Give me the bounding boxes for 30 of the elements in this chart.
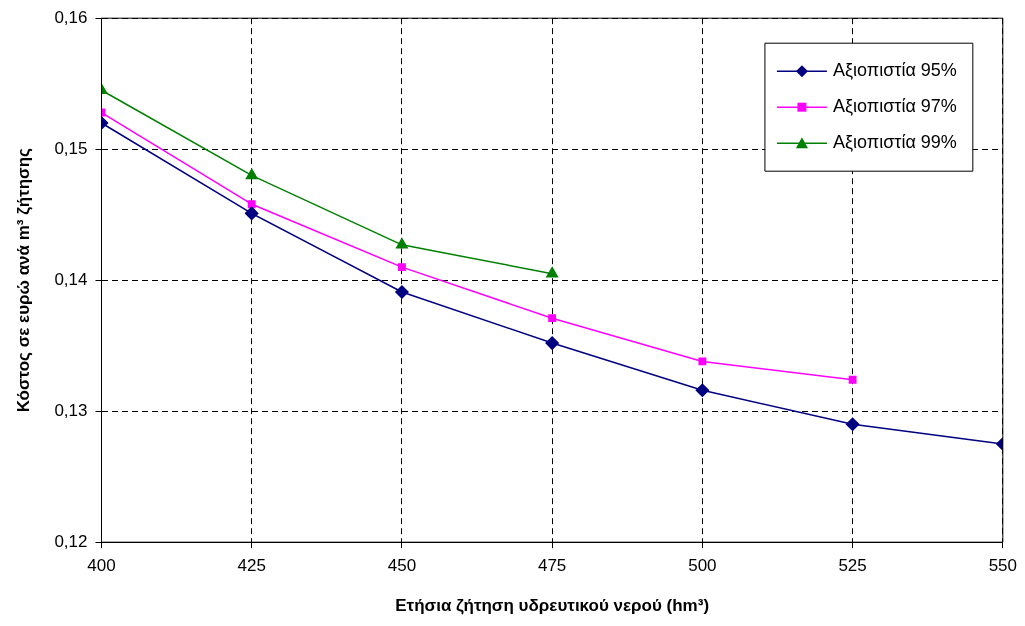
- y-tick-label: 0,12: [54, 531, 88, 551]
- x-tick-label: 550: [988, 556, 1018, 576]
- point: [845, 417, 860, 432]
- point: [244, 206, 259, 221]
- x-tick-label: 525: [838, 556, 867, 576]
- point: [247, 200, 256, 209]
- point: [545, 336, 559, 350]
- x-tick-label: 450: [387, 556, 417, 576]
- point: [395, 238, 408, 249]
- x-axis-title: Ετήσια ζήτηση υδρευτικού νερού (hm³): [395, 596, 710, 616]
- legend-label: Αξιοπιστία 95%: [832, 60, 957, 81]
- x-tick-label: 400: [87, 556, 116, 576]
- point: [245, 168, 258, 180]
- x-tick-label: 500: [688, 556, 717, 576]
- point: [395, 285, 409, 299]
- x-tick-label: 425: [237, 556, 266, 576]
- y-tick-label: 0,13: [54, 400, 88, 420]
- x-tick-label: 475: [537, 556, 567, 576]
- point: [848, 375, 857, 384]
- y-tick-label: 0,15: [54, 138, 88, 158]
- y-tick-label: 0,14: [54, 269, 88, 289]
- legend-label: Αξιοπιστία 99%: [832, 132, 957, 153]
- point: [698, 357, 707, 366]
- y-tick-label: 0,16: [54, 7, 88, 27]
- point: [398, 263, 406, 272]
- point: [695, 383, 710, 397]
- y-axis-title: Κόστος σε ευρώ ανά m³ ζήτησης: [13, 147, 33, 413]
- point: [548, 314, 557, 323]
- point: [546, 266, 559, 278]
- legend-label: Αξιοπιστία 97%: [832, 96, 957, 117]
